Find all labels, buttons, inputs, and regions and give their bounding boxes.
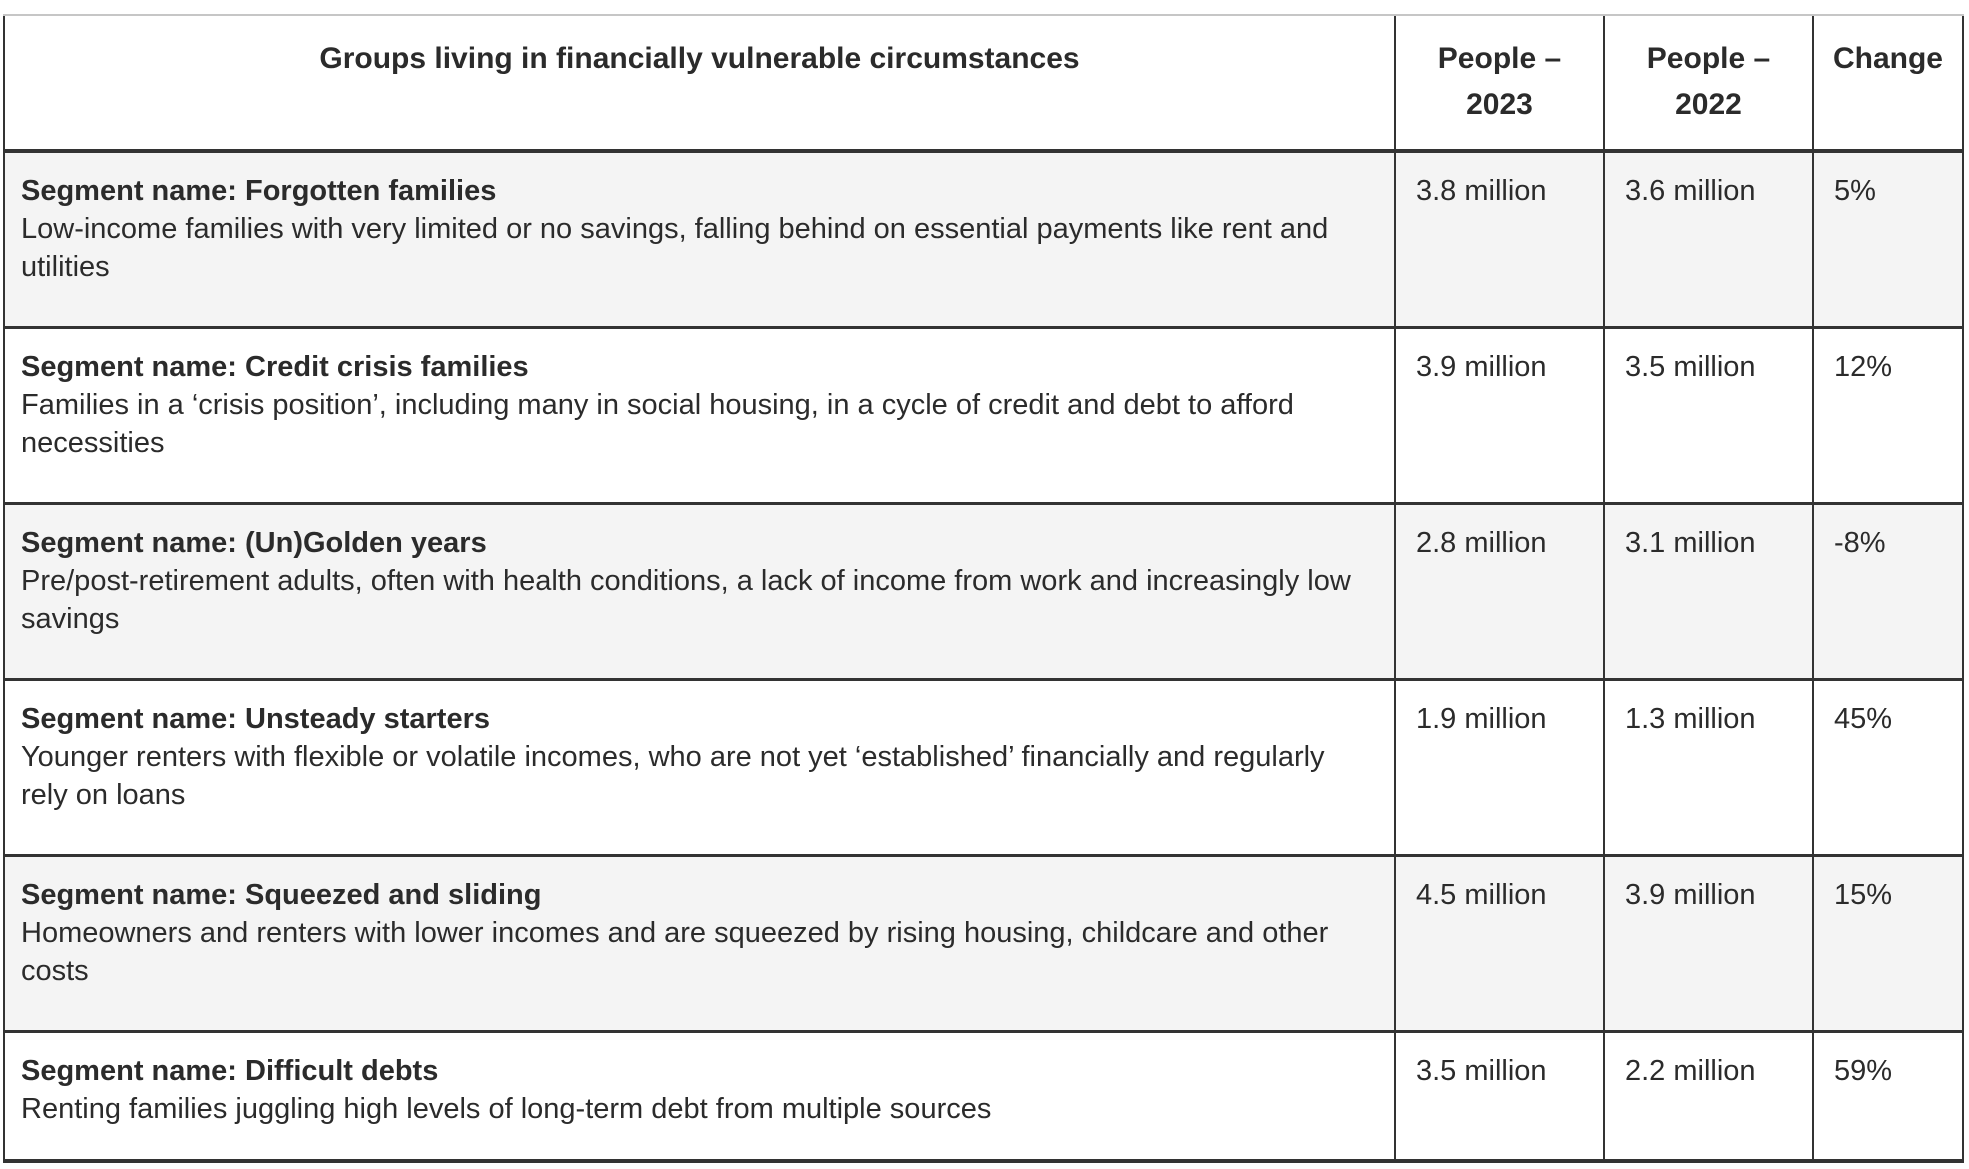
change-value: 12% bbox=[1812, 325, 1963, 503]
change-value: 59% bbox=[1812, 1029, 1963, 1163]
people-2023-value: 1.9 million bbox=[1394, 677, 1604, 855]
segment-description: Renting families juggling high levels of… bbox=[21, 1092, 992, 1125]
people-2023-value: 3.5 million bbox=[1394, 1029, 1604, 1163]
segment-name: Segment name: Credit crisis families bbox=[21, 350, 529, 383]
header-people-2023: People – 2023 bbox=[1394, 14, 1604, 153]
people-2023-value: 4.5 million bbox=[1394, 853, 1604, 1031]
segment-description: Pre/post-retirement adults, often with h… bbox=[21, 564, 1351, 635]
segment-cell: Segment name: Credit crisis families Fam… bbox=[4, 325, 1395, 503]
segment-description: Younger renters with flexible or volatil… bbox=[21, 740, 1325, 811]
segment-name: Segment name: Unsteady starters bbox=[21, 702, 490, 735]
table-row: Segment name: Difficult debts Renting fa… bbox=[4, 1029, 1963, 1163]
segment-description: Families in a ‘crisis position’, includi… bbox=[21, 388, 1294, 459]
table-row: Segment name: Credit crisis families Fam… bbox=[4, 325, 1963, 503]
people-2023-value: 3.9 million bbox=[1394, 325, 1604, 503]
header-change: Change bbox=[1812, 14, 1963, 153]
people-2022-value: 2.2 million bbox=[1603, 1029, 1813, 1163]
segment-cell: Segment name: Unsteady starters Younger … bbox=[4, 677, 1395, 855]
change-value: 5% bbox=[1812, 149, 1963, 327]
segment-cell: Segment name: (Un)Golden years Pre/post-… bbox=[4, 501, 1395, 679]
table-row: Segment name: Forgotten families Low-inc… bbox=[4, 149, 1963, 327]
people-2022-value: 3.1 million bbox=[1603, 501, 1813, 679]
people-2022-value: 3.5 million bbox=[1603, 325, 1813, 503]
table-row: Segment name: Squeezed and sliding Homeo… bbox=[4, 853, 1963, 1031]
change-value: -8% bbox=[1812, 501, 1963, 679]
change-value: 45% bbox=[1812, 677, 1963, 855]
table-row: Segment name: Unsteady starters Younger … bbox=[4, 677, 1963, 855]
vulnerable-groups-table: Groups living in financially vulnerable … bbox=[3, 14, 1964, 1163]
change-value: 15% bbox=[1812, 853, 1963, 1031]
segment-description: Low-income families with very limited or… bbox=[21, 213, 1329, 283]
people-2023-value: 3.8 million bbox=[1394, 149, 1604, 327]
header-people-2022: People – 2022 bbox=[1603, 14, 1813, 153]
segment-cell: Segment name: Difficult debts Renting fa… bbox=[4, 1029, 1395, 1163]
segment-name: Segment name: Difficult debts bbox=[21, 1054, 439, 1087]
segment-cell: Segment name: Squeezed and sliding Homeo… bbox=[4, 853, 1395, 1031]
header-groups: Groups living in financially vulnerable … bbox=[4, 14, 1395, 153]
people-2022-value: 3.6 million bbox=[1603, 149, 1813, 327]
segment-name: Segment name: (Un)Golden years bbox=[21, 526, 487, 559]
segment-name: Segment name: Forgotten families bbox=[21, 175, 497, 207]
header-row: Groups living in financially vulnerable … bbox=[4, 14, 1963, 153]
people-2022-value: 3.9 million bbox=[1603, 853, 1813, 1031]
segment-cell: Segment name: Forgotten families Low-inc… bbox=[4, 149, 1395, 327]
segment-description: Homeowners and renters with lower income… bbox=[21, 916, 1329, 987]
segment-name: Segment name: Squeezed and sliding bbox=[21, 878, 542, 911]
people-2023-value: 2.8 million bbox=[1394, 501, 1604, 679]
table-row: Segment name: (Un)Golden years Pre/post-… bbox=[4, 501, 1963, 679]
people-2022-value: 1.3 million bbox=[1603, 677, 1813, 855]
